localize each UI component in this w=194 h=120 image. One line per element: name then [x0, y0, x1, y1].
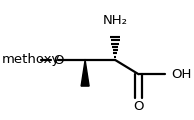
Text: methoxy: methoxy: [0, 119, 1, 120]
Text: O: O: [133, 100, 144, 113]
Text: methoxy: methoxy: [0, 119, 1, 120]
Text: methoxy: methoxy: [0, 119, 1, 120]
Text: NH₂: NH₂: [103, 14, 128, 27]
Text: OH: OH: [171, 68, 191, 81]
Text: methoxy: methoxy: [2, 54, 60, 66]
Polygon shape: [81, 60, 89, 86]
Text: O: O: [53, 54, 64, 66]
